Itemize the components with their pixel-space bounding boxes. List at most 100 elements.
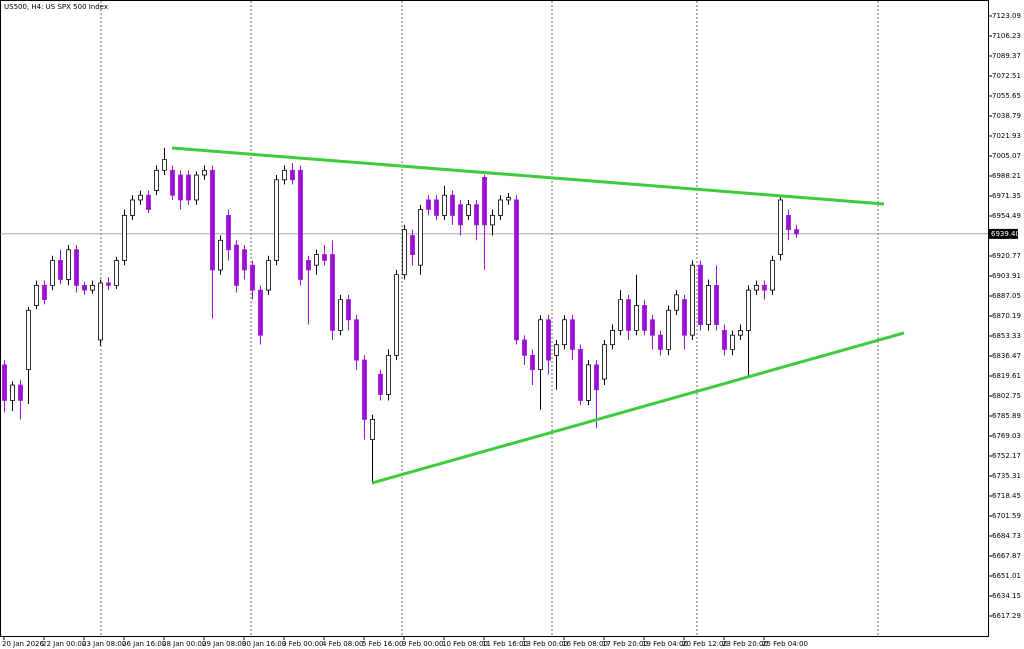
candle-body — [594, 364, 599, 391]
candle-body — [98, 282, 103, 341]
candle-body — [386, 354, 391, 395]
candle-body — [82, 284, 87, 291]
x-tick-label: 5 Feb 16:00 — [362, 640, 403, 648]
candle-body — [138, 194, 143, 201]
x-tick-label: 11 Feb 16:00 — [482, 640, 528, 648]
y-tick-label: 6920.77 — [992, 252, 1021, 260]
candle-body — [714, 284, 719, 325]
candle-body — [634, 305, 639, 331]
candle-body — [794, 229, 799, 235]
x-tick-label: 25 Feb 04:00 — [762, 640, 808, 648]
candle-body — [666, 309, 671, 350]
candle-body — [778, 199, 783, 255]
candle-body — [210, 169, 215, 271]
candle-body — [682, 299, 687, 336]
y-tick-label: 6634.15 — [992, 592, 1021, 600]
candle-body — [602, 344, 607, 380]
y-tick-label: 6667.87 — [992, 552, 1021, 560]
x-tick-label: 30 Jan 16:00 — [242, 640, 286, 648]
y-tick-label: 6701.59 — [992, 512, 1021, 520]
y-tick-label: 7038.79 — [992, 112, 1021, 120]
candle-body — [426, 199, 431, 210]
y-tick-label: 7072.51 — [992, 72, 1021, 80]
y-tick-label: 6802.75 — [992, 392, 1021, 400]
candle-body — [450, 194, 455, 216]
candle-body — [274, 179, 279, 261]
y-tick-label: 7123.09 — [992, 12, 1021, 20]
y-tick-label: 6870.19 — [992, 312, 1021, 320]
y-tick-label: 6735.31 — [992, 472, 1021, 480]
candle-body — [746, 289, 751, 331]
candle-body — [786, 214, 791, 231]
candle-body — [90, 284, 95, 291]
candle-body — [258, 289, 263, 336]
candle-body — [698, 264, 703, 325]
y-tick-label: 6684.73 — [992, 532, 1021, 540]
x-tick-label: 17 Feb 20:00 — [602, 640, 648, 648]
price-label-box — [988, 228, 1018, 239]
candle-body — [362, 359, 367, 420]
candle-body — [418, 209, 423, 266]
y-tick-label: 6903.91 — [992, 272, 1021, 280]
x-tick-label: 19 Feb 04:00 — [642, 640, 688, 648]
candle-body — [306, 260, 311, 271]
candle-body — [482, 177, 487, 226]
candle-body — [226, 214, 231, 251]
candle-body — [506, 197, 511, 201]
y-tick-label: 7021.93 — [992, 132, 1021, 140]
y-tick-label: 6651.01 — [992, 572, 1021, 580]
x-tick-label: 20 Jan 2026 — [2, 640, 45, 648]
candle-body — [178, 174, 183, 201]
candle-body — [18, 384, 23, 401]
y-tick-label: 6853.33 — [992, 332, 1021, 340]
y-tick-label: 6752.17 — [992, 452, 1021, 460]
candle-body — [346, 299, 351, 321]
candle-body — [626, 299, 631, 331]
candle-body — [378, 373, 383, 395]
candle-body — [610, 330, 615, 346]
candle-body — [10, 384, 15, 401]
candle-body — [266, 260, 271, 291]
candle-body — [250, 264, 255, 291]
y-tick-label: 6954.49 — [992, 212, 1021, 220]
candle-body — [194, 174, 199, 201]
candle-body — [338, 299, 343, 331]
chart-title: US500, H4: US SPX 500 Index — [4, 3, 108, 11]
candle-body — [722, 330, 727, 350]
trend-line — [171, 146, 885, 206]
candle-body — [370, 419, 375, 440]
x-tick-label: 23 Jan 08:00 — [82, 640, 126, 648]
candle-body — [674, 294, 679, 311]
candle-body — [66, 249, 71, 280]
candle-body — [658, 334, 663, 350]
candle-body — [642, 305, 647, 331]
candle-body — [554, 344, 559, 356]
candle-body — [170, 169, 175, 196]
x-tick-label: 22 Jan 00:00 — [42, 640, 86, 648]
candle-body — [26, 309, 31, 370]
candle-body — [114, 260, 119, 286]
x-tick-label: 10 Feb 08:00 — [442, 640, 488, 648]
candle-body — [730, 334, 735, 350]
candle-body — [738, 330, 743, 336]
candle-body — [74, 249, 79, 286]
x-tick-label: 23 Feb 20:00 — [722, 640, 768, 648]
candle-body — [754, 284, 759, 291]
candle-body — [706, 284, 711, 325]
trend-line — [371, 331, 905, 485]
candle-body — [410, 235, 415, 255]
candle-body — [186, 174, 191, 201]
candle-body — [762, 284, 767, 291]
candle-body — [474, 204, 479, 226]
y-tick-label: 7089.37 — [992, 52, 1021, 60]
candle-body — [330, 254, 335, 331]
candle-body — [586, 364, 591, 401]
candle-body — [442, 194, 447, 216]
candle-body — [530, 354, 535, 370]
candle-body — [394, 274, 399, 356]
candle-body — [282, 169, 287, 181]
candle-body — [146, 194, 151, 210]
candle-body — [162, 159, 167, 171]
candle-body — [578, 349, 583, 401]
y-tick-label: 6769.03 — [992, 432, 1021, 440]
